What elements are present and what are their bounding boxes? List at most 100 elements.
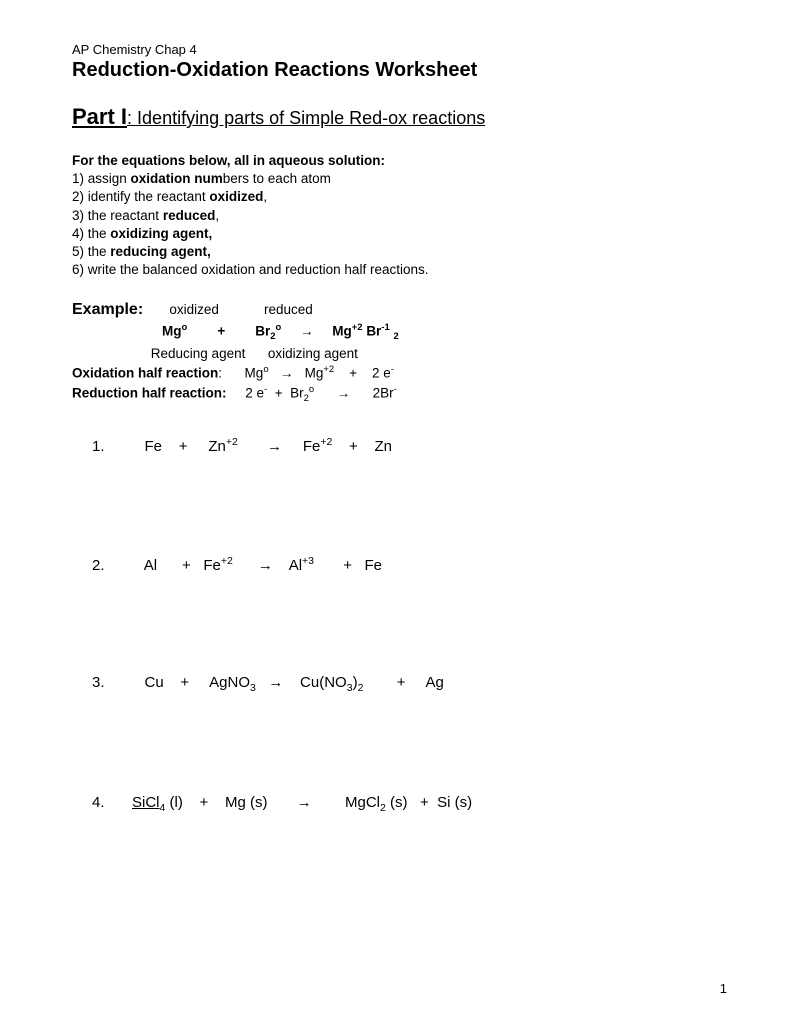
problems-list: 1. Fe + Zn+2 → Fe+2 + Zn 2. Al + Fe+2 → … xyxy=(72,436,731,814)
plus-sign: + xyxy=(200,794,209,811)
page-number: 1 xyxy=(720,981,727,996)
problem-3: 3. Cu + AgNO3 → Cu(NO3)2 + Ag xyxy=(92,674,731,694)
eq-sup: +2 xyxy=(323,364,334,375)
eq-sup: +2 xyxy=(352,322,363,333)
eq-sup: +2 xyxy=(221,555,233,567)
eq-species: Fe xyxy=(364,557,382,574)
eq-sup: -1 xyxy=(381,322,389,333)
oxidation-half-reaction: Oxidation half reaction: Mgo → Mg+2 + 2 … xyxy=(72,363,731,383)
eq-species: Cu xyxy=(145,674,164,691)
eq-sup: o xyxy=(309,384,314,395)
plus-sign: + xyxy=(343,557,352,574)
instr-text: bers to each atom xyxy=(223,171,331,186)
example-label: Example: xyxy=(72,301,143,318)
eq-species: Mg xyxy=(245,366,264,381)
arrow-icon: → xyxy=(300,323,314,338)
eq-sup: o xyxy=(182,322,188,333)
example-block: Example: oxidized reduced Mgo + Br2o → M… xyxy=(72,298,731,407)
plus-sign: + xyxy=(349,438,358,455)
eq-species: SiCl xyxy=(132,794,160,811)
eq-species: Br xyxy=(255,323,270,338)
instr-text: 3) the reactant xyxy=(72,208,163,223)
instruction-item: 3) the reactant reduced, xyxy=(72,207,731,225)
problem-number: 2. xyxy=(92,557,132,574)
instr-bold: oxidized xyxy=(209,189,263,204)
problem-4: 4.SiCl4 (l) + Mg (s) → MgCl2 (s) + Si (s… xyxy=(92,794,731,814)
eq-species: Ag xyxy=(426,674,444,691)
eq-species: Zn xyxy=(208,438,226,455)
instr-text: , xyxy=(215,208,219,223)
problem-number: 1. xyxy=(92,438,132,455)
instr-text: 1) assign xyxy=(72,171,131,186)
problem-number: 3. xyxy=(92,674,132,691)
instr-bold: oxidizing agent, xyxy=(110,226,212,241)
eq-species: Br xyxy=(290,386,304,401)
eq-sup: +2 xyxy=(226,436,238,448)
plus-sign: + xyxy=(397,674,406,691)
part-colon: : xyxy=(127,108,137,128)
instr-text: 2) identify the reactant xyxy=(72,189,209,204)
plus-sign: + xyxy=(179,438,188,455)
eq-species: Al xyxy=(289,557,302,574)
worksheet-title: Reduction-Oxidation Reactions Worksheet xyxy=(72,59,731,82)
instr-bold: reducing agent, xyxy=(110,244,211,259)
eq-species: Fe xyxy=(203,557,221,574)
example-equation: Mgo + Br2o → Mg+2 Br-1 2 xyxy=(72,321,731,344)
plus-sign: + xyxy=(349,366,357,381)
eq-sub: 2 xyxy=(394,331,399,342)
instruction-item: 5) the reducing agent, xyxy=(72,243,731,261)
arrow-icon: → xyxy=(280,366,294,381)
annot-oxidized: oxidized xyxy=(169,302,219,317)
example-annot-row: Example: oxidized reduced xyxy=(72,298,731,321)
eq-species: Zn xyxy=(374,438,392,455)
eq-species: Al xyxy=(144,557,157,574)
problem-2: 2. Al + Fe+2 → Al+3 + Fe xyxy=(92,555,731,574)
arrow-icon: → xyxy=(337,386,351,401)
oxidizing-agent-label: oxidizing agent xyxy=(268,346,358,361)
instruction-item: 2) identify the reactant oxidized, xyxy=(72,188,731,206)
eq-species: Mg (s) xyxy=(225,794,268,811)
part-label: Part I xyxy=(72,104,127,129)
eq-sup: - xyxy=(391,364,394,375)
eq-species: Fe xyxy=(145,438,163,455)
instr-text: 5) the xyxy=(72,244,110,259)
eq-sup: - xyxy=(394,384,397,395)
annot-reduced: reduced xyxy=(264,302,313,317)
eq-sup: - xyxy=(264,384,267,395)
eq-species: 2Br xyxy=(373,386,394,401)
reduction-half-reaction: Reduction half reaction: 2 e- + Br2o → 2… xyxy=(72,383,731,406)
plus-sign: + xyxy=(420,794,429,811)
instructions-block: For the equations below, all in aqueous … xyxy=(72,152,731,280)
eq-species: Mg xyxy=(332,323,352,338)
instruction-item: 4) the oxidizing agent, xyxy=(72,225,731,243)
instr-bold: oxidation num xyxy=(131,171,223,186)
eq-species: 2 e xyxy=(372,366,391,381)
eq-sup: +3 xyxy=(302,555,314,567)
reducing-agent-label: Reducing agent xyxy=(151,346,246,361)
arrow-icon: → xyxy=(267,438,282,455)
eq-species: Mg xyxy=(162,323,182,338)
plus-sign: + xyxy=(180,674,189,691)
instructions-lead: For the equations below, all in aqueous … xyxy=(72,152,731,170)
eq-species: AgNO xyxy=(209,674,250,691)
half-rxn-label: Reduction half reaction: xyxy=(72,386,227,401)
plus-sign: + xyxy=(182,557,191,574)
plus-sign: + xyxy=(275,386,283,401)
eq-species: MgCl xyxy=(345,794,380,811)
example-agents-row: Reducing agent oxidizing agent xyxy=(72,344,731,364)
part-subtitle: Identifying parts of Simple Red-ox react… xyxy=(137,108,485,128)
problem-1: 1. Fe + Zn+2 → Fe+2 + Zn xyxy=(92,436,731,455)
instruction-item: 1) assign oxidation numbers to each atom xyxy=(72,170,731,188)
instruction-item: 6) write the balanced oxidation and redu… xyxy=(72,261,731,279)
part-heading: Part I: Identifying parts of Simple Red-… xyxy=(72,104,731,130)
arrow-icon: → xyxy=(258,557,273,574)
eq-species: Cu(NO xyxy=(300,674,347,691)
arrow-icon: → xyxy=(268,674,283,691)
eq-sup: o xyxy=(275,322,281,333)
course-header: AP Chemistry Chap 4 xyxy=(72,42,731,57)
plus-sign: + xyxy=(217,323,225,338)
instr-text: 6) write the balanced oxidation and redu… xyxy=(72,262,428,277)
eq-sup: +2 xyxy=(320,436,332,448)
eq-sub: 2 xyxy=(358,682,364,694)
half-rxn-label: Oxidation half reaction xyxy=(72,366,218,381)
